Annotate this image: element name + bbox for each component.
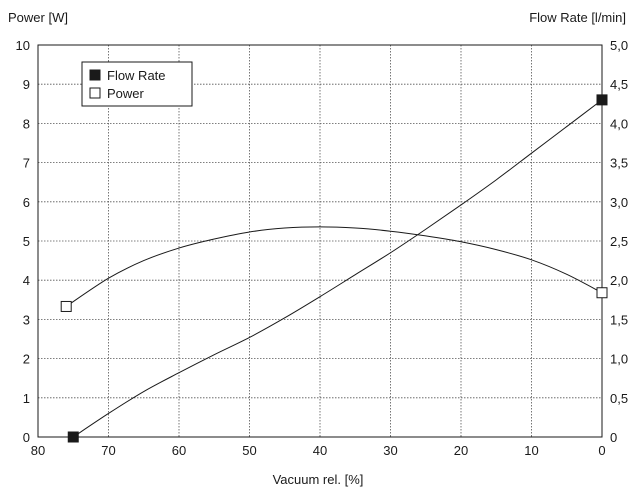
- legend-marker-power: [89, 87, 101, 99]
- y-right-tick-label: 0,5: [610, 391, 628, 406]
- y-left-tick-label: 6: [23, 195, 30, 210]
- y-right-tick-label: 2,0: [610, 273, 628, 288]
- y-right-tick-label: 3,0: [610, 195, 628, 210]
- legend-box: [81, 61, 193, 107]
- data-point-power: [60, 300, 72, 312]
- tick-labels: 0 01 0,52 1,03 1,54 2,05 2,56 3,07 3,58 4,09 4,510…: [16, 38, 629, 458]
- legend: Flow Rate Power: [81, 61, 193, 107]
- data-point-power: [596, 287, 608, 299]
- legend-marker-flow-rate: [89, 69, 101, 81]
- x-tick-label: 10: [524, 443, 538, 458]
- x-axis-label: Vacuum rel. [%]: [273, 472, 364, 487]
- y-left-tick-label: 5: [23, 234, 30, 249]
- legend-label-power: Power: [107, 86, 145, 101]
- y-left-tick-label: 9: [23, 77, 30, 92]
- plot-frame: [37, 44, 603, 438]
- y-right-tick-label: 1,5: [610, 312, 628, 327]
- y-left-tick-label: 3: [23, 312, 30, 327]
- y-axis-left-label: Power [W]: [8, 10, 68, 25]
- y-axis-right-label: Flow Rate [l/min]: [529, 10, 626, 25]
- x-tick-label: 0: [598, 443, 605, 458]
- y-right-tick-label: 4,5: [610, 77, 628, 92]
- series-line-flow-rate: [72, 99, 603, 438]
- y-right-tick-label: 2,5: [610, 234, 628, 249]
- x-tick-label: 70: [101, 443, 115, 458]
- y-right-tick-label: 4,0: [610, 116, 628, 131]
- x-tick-label: 50: [242, 443, 256, 458]
- y-right-tick-label: 0: [610, 430, 617, 445]
- series-layer: [60, 94, 608, 443]
- x-tick-label: 30: [383, 443, 397, 458]
- series-line-power: [65, 226, 603, 307]
- legend-label-flow-rate: Flow Rate: [107, 68, 166, 83]
- x-tick-label: 80: [31, 443, 45, 458]
- data-point-flow-rate: [596, 94, 608, 106]
- y-left-tick-label: 8: [23, 116, 30, 131]
- y-left-tick-label: 10: [16, 38, 30, 53]
- y-right-tick-label: 3,5: [610, 156, 628, 171]
- y-left-tick-label: 4: [23, 273, 30, 288]
- x-tick-label: 40: [313, 443, 327, 458]
- y-left-tick-label: 2: [23, 352, 30, 367]
- y-right-tick-label: 1,0: [610, 352, 628, 367]
- y-left-tick-label: 1: [23, 391, 30, 406]
- y-right-tick-label: 5,0: [610, 38, 628, 53]
- y-left-tick-label: 7: [23, 156, 30, 171]
- y-left-tick-label: 0: [23, 430, 30, 445]
- data-point-flow-rate: [67, 431, 79, 443]
- x-tick-label: 20: [454, 443, 468, 458]
- x-tick-label: 60: [172, 443, 186, 458]
